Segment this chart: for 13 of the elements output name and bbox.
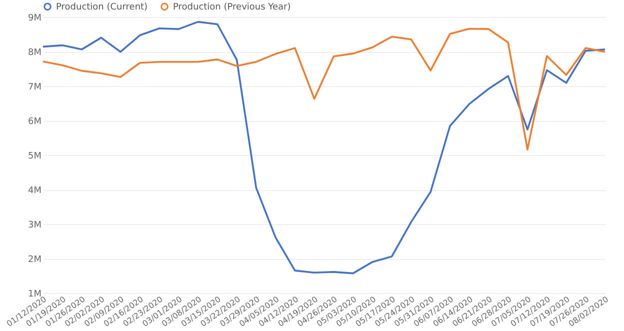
y-tick-label: 1M xyxy=(28,290,42,300)
line-series xyxy=(42,28,606,150)
y-tick-label: 8M xyxy=(28,48,42,58)
y-tick-label: 6M xyxy=(28,117,42,127)
legend-label: Production (Previous Year) xyxy=(173,2,291,13)
y-tick-label: 4M xyxy=(28,186,42,196)
legend-label: Production (Current) xyxy=(56,2,148,13)
y-tick-label: 7M xyxy=(28,82,42,92)
line-series xyxy=(42,20,606,274)
y-tick-label: 3M xyxy=(28,220,42,230)
y-tick-label: 5M xyxy=(28,152,42,162)
y-tick-label: 2M xyxy=(28,255,42,265)
y-tick-label: 9M xyxy=(28,14,42,24)
